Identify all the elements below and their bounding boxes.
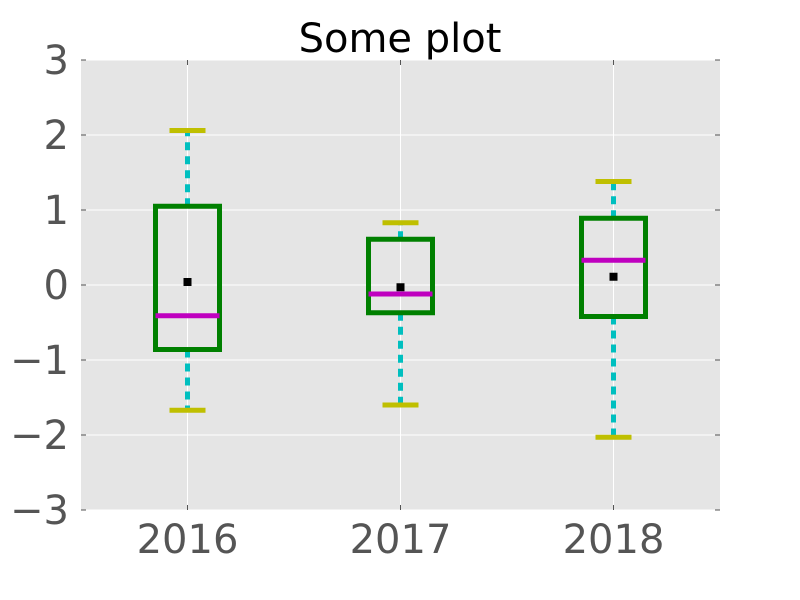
box	[153, 203, 222, 352]
chart-title: Some plot	[299, 16, 502, 62]
y-tick-label: −3	[10, 488, 69, 534]
box-group	[153, 128, 222, 413]
box-group	[579, 179, 648, 440]
y-tick-label: 3	[44, 38, 69, 84]
box-series	[153, 128, 648, 440]
y-tick-label: −2	[10, 413, 69, 459]
box	[366, 236, 435, 316]
x-tick-label: 2017	[350, 517, 452, 563]
y-tick-label: 1	[44, 188, 69, 234]
y-tick-label: −1	[10, 338, 69, 384]
mean-marker	[183, 278, 192, 286]
mean-marker	[396, 283, 405, 292]
x-tick-label: 2018	[563, 517, 665, 563]
mean-marker	[609, 272, 618, 281]
axis-ticks	[81, 59, 720, 511]
tick-labels: 3 2 1 0 −1 −2 −3 2016 2017 2018	[10, 38, 664, 563]
y-tick-label: 2	[44, 113, 69, 159]
y-tick-label: 0	[44, 263, 69, 309]
x-tick-label: 2016	[137, 517, 239, 563]
box	[579, 215, 648, 319]
box-group	[366, 220, 435, 408]
